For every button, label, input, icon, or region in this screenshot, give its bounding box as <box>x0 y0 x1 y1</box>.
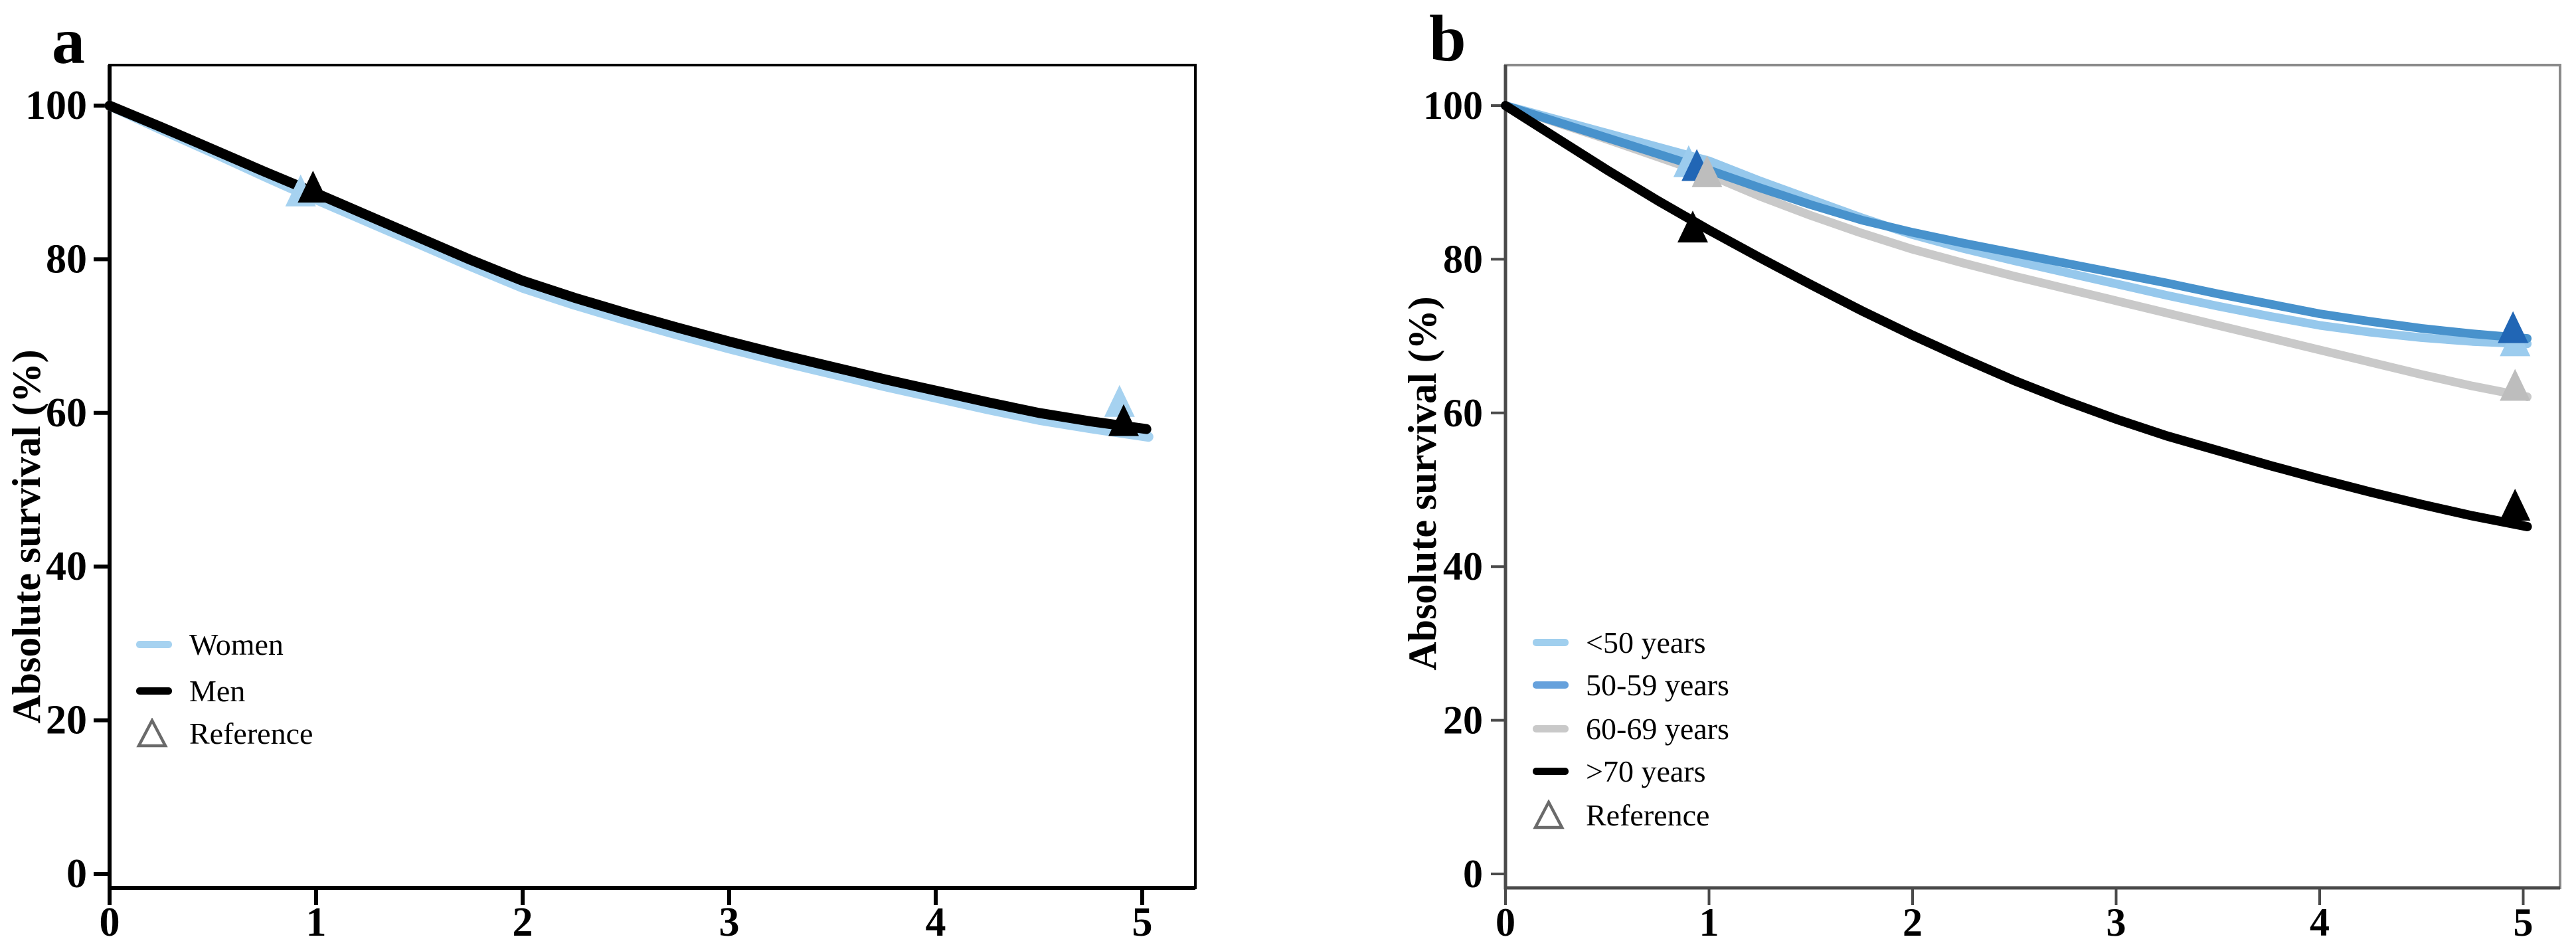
y-tick-label: 100 <box>25 83 87 128</box>
60-69-line-swatch-color <box>1533 725 1569 732</box>
x-tick-label: 5 <box>2514 900 2533 941</box>
marker-reference-50-59-year5 <box>2498 311 2529 343</box>
y-tick-label: 0 <box>1463 852 1483 896</box>
women-line-swatch-color <box>136 640 172 648</box>
legend-item-women: Women <box>136 626 284 663</box>
y-tick-label: 20 <box>1443 699 1483 742</box>
panel-a-y-axis-title: Absolute survival (%) <box>5 349 48 724</box>
y-tick-label: 80 <box>46 236 87 282</box>
under50-line-swatch <box>1533 638 1571 646</box>
under50-line-swatch-color <box>1533 638 1569 646</box>
reference-triangle-icon <box>136 717 175 748</box>
y-tick-label: 40 <box>1443 545 1483 588</box>
x-tick-label: 1 <box>306 900 327 941</box>
y-tick-label: 80 <box>1443 237 1483 281</box>
legend-label-60-69: 60-69 years <box>1586 711 1729 746</box>
legend-label-men: Men <box>189 673 246 708</box>
panel-b-label: b <box>1429 1 1466 75</box>
legend-label-reference-a: Reference <box>189 716 313 750</box>
marker-reference-women-year5 <box>1104 385 1135 417</box>
legend-item-over70: >70 years <box>1533 752 1706 790</box>
x-tick-label: 1 <box>1699 900 1719 941</box>
reference-triangle-glyph <box>136 717 168 748</box>
x-tick-label: 4 <box>2310 900 2330 941</box>
marker-reference-men-year5 <box>1108 404 1140 436</box>
curve-women <box>104 100 1154 442</box>
curve--50-years <box>1501 101 2532 349</box>
y-tick-label: 40 <box>46 544 87 589</box>
x-tick-label: 5 <box>1132 900 1153 941</box>
legend-label-50-59: 50-59 years <box>1586 667 1729 702</box>
legend-label-under50: <50 years <box>1586 625 1706 659</box>
legend-item-under50: <50 years <box>1533 624 1706 661</box>
marker-reference-over70-year1 <box>1677 211 1708 243</box>
x-tick-label: 2 <box>1903 900 1923 941</box>
50-59-line-swatch <box>1533 681 1571 689</box>
men-line-swatch-color <box>136 687 172 695</box>
panel-a-label: a <box>52 4 85 78</box>
marker-reference-men-year1 <box>298 170 329 203</box>
curve-men <box>104 100 1152 434</box>
legend-item-60-69: 60-69 years <box>1533 710 1729 747</box>
curve-50-59-years <box>1501 101 2532 343</box>
over70-line-swatch <box>1533 767 1571 775</box>
y-tick-label: 60 <box>1443 391 1483 435</box>
y-tick-label: 20 <box>46 698 87 743</box>
legend-item-reference-a: Reference <box>136 715 313 752</box>
x-tick-label: 3 <box>719 900 740 941</box>
y-tick-label: 60 <box>46 390 87 436</box>
reference-triangle-glyph-b <box>1533 799 1565 830</box>
men-line-swatch <box>136 687 175 695</box>
legend-item-men: Men <box>136 672 245 709</box>
x-tick-label: 0 <box>100 900 120 941</box>
marker-reference-over70-year5 <box>2500 488 2531 521</box>
50-59-line-swatch-color <box>1533 681 1569 689</box>
y-tick-label: 0 <box>66 851 87 897</box>
legend-label-reference-b: Reference <box>1586 798 1710 832</box>
60-69-line-swatch <box>1533 725 1571 732</box>
plot-frame-a <box>108 64 1197 889</box>
marker-reference-60-69-year5 <box>2500 369 2531 401</box>
x-tick-label: 3 <box>2106 900 2126 941</box>
legend-label-women: Women <box>189 627 284 661</box>
x-tick-label: 2 <box>513 900 533 941</box>
legend-item-50-59: 50-59 years <box>1533 666 1729 703</box>
y-tick-label: 100 <box>1423 84 1483 128</box>
panel-b-y-axis-title: Absolute survival (%) <box>1401 296 1444 671</box>
women-line-swatch <box>136 640 175 648</box>
legend-label-over70: >70 years <box>1586 754 1706 788</box>
over70-line-swatch-color <box>1533 767 1569 775</box>
legend-item-reference-b: Reference <box>1533 796 1709 833</box>
x-tick-label: 0 <box>1496 900 1515 941</box>
reference-triangle-icon-b <box>1533 799 1571 830</box>
curve--70-years <box>1501 101 2532 531</box>
marker-reference-60-69-year1 <box>1691 155 1723 187</box>
x-tick-label: 4 <box>926 900 946 941</box>
